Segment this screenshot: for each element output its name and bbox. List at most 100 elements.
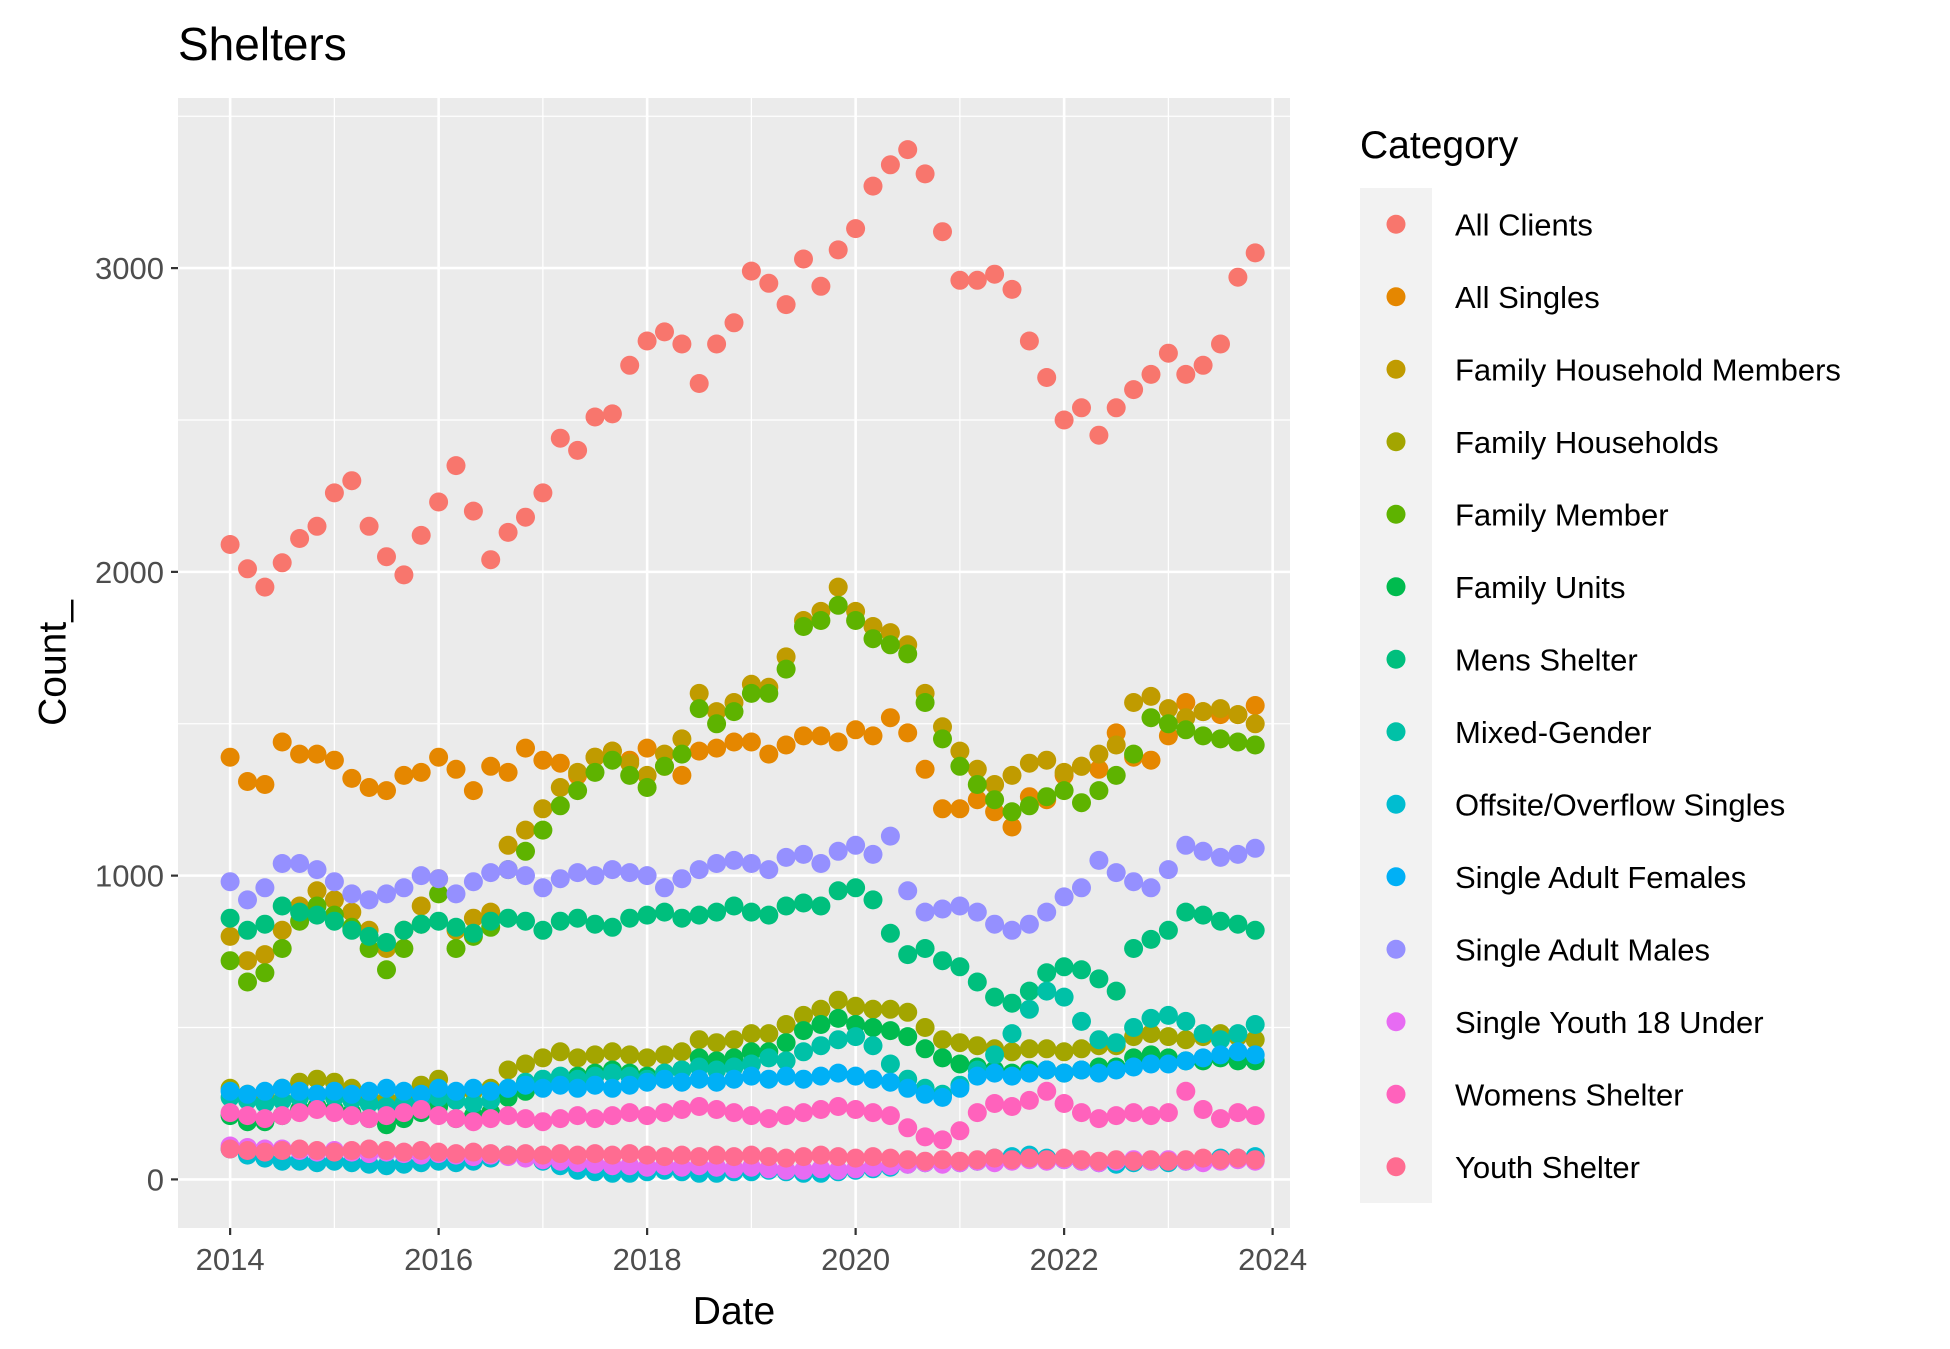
- data-point: [1211, 334, 1230, 354]
- data-point: [533, 483, 553, 503]
- data-point: [828, 1063, 848, 1083]
- data-point: [377, 547, 396, 567]
- data-point: [655, 878, 674, 898]
- data-point: [533, 1112, 553, 1132]
- data-point: [255, 1081, 275, 1101]
- data-point: [1002, 1024, 1022, 1044]
- data-point: [290, 1081, 310, 1101]
- data-point: [950, 1121, 970, 1141]
- data-point: [707, 334, 727, 354]
- data-point: [1002, 1042, 1022, 1062]
- data-point: [1019, 1148, 1039, 1168]
- data-point: [828, 881, 848, 901]
- data-point: [342, 920, 362, 940]
- data-point: [898, 140, 918, 160]
- data-point: [811, 1066, 831, 1086]
- data-point: [533, 1048, 553, 1068]
- data-point: [516, 841, 535, 861]
- data-point: [585, 1109, 605, 1129]
- data-point: [342, 768, 362, 788]
- data-point: [533, 820, 553, 840]
- data-point: [585, 1144, 605, 1164]
- data-point: [446, 1109, 466, 1129]
- data-point: [324, 1103, 344, 1123]
- data-point: [707, 1072, 727, 1092]
- data-point: [1245, 920, 1265, 940]
- data-point: [776, 1051, 796, 1071]
- data-point: [324, 1142, 344, 1162]
- data-point: [568, 781, 588, 801]
- data-point: [724, 850, 744, 870]
- data-point: [1054, 1042, 1074, 1062]
- data-point: [498, 1145, 518, 1165]
- data-point: [272, 1106, 292, 1126]
- data-point: [1089, 425, 1109, 445]
- data-point: [1124, 1018, 1144, 1037]
- legend-key: [1386, 432, 1406, 452]
- data-point: [568, 440, 588, 460]
- data-point: [880, 1054, 900, 1074]
- data-point: [620, 863, 640, 883]
- data-point: [915, 1127, 935, 1147]
- legend-key: [1386, 359, 1406, 379]
- series-family-households: [220, 990, 1265, 1110]
- data-point: [1124, 380, 1144, 400]
- data-point: [967, 1103, 987, 1123]
- data-point: [846, 1066, 866, 1086]
- data-point: [498, 1078, 518, 1098]
- x-tick-label: 2022: [1030, 1242, 1099, 1277]
- data-point: [1072, 1103, 1091, 1123]
- data-point: [672, 729, 692, 749]
- data-point: [1054, 410, 1074, 430]
- data-point: [1228, 844, 1248, 864]
- chart-title: Shelters: [178, 18, 347, 70]
- data-point: [724, 896, 744, 916]
- data-point: [759, 744, 779, 764]
- data-point: [516, 911, 535, 931]
- legend-label: Single Adult Females: [1455, 860, 1746, 895]
- data-point: [307, 744, 327, 764]
- series-mens-shelter: [220, 878, 1265, 1013]
- data-point: [359, 516, 379, 536]
- data-point: [985, 1063, 1005, 1083]
- data-point: [1245, 1045, 1265, 1065]
- data-point: [759, 1109, 779, 1129]
- data-point: [342, 902, 362, 922]
- data-point: [516, 1144, 535, 1164]
- data-point: [759, 1048, 779, 1068]
- data-point: [602, 1042, 622, 1062]
- data-point: [1054, 781, 1074, 801]
- legend-key: [1386, 939, 1406, 959]
- data-point: [411, 896, 431, 916]
- series-single-adult-males: [220, 826, 1265, 940]
- data-point: [811, 854, 831, 873]
- legend-label: Single Youth 18 Under: [1455, 1005, 1764, 1040]
- data-point: [828, 1008, 848, 1028]
- data-point: [741, 902, 761, 922]
- data-point: [828, 841, 848, 861]
- data-point: [1211, 911, 1230, 931]
- data-point: [863, 999, 883, 1019]
- data-point: [1002, 920, 1022, 940]
- data-point: [446, 1144, 466, 1164]
- data-point: [915, 939, 935, 958]
- data-point: [1019, 331, 1039, 351]
- data-point: [255, 963, 275, 983]
- data-point: [463, 1078, 483, 1098]
- data-point: [1228, 1103, 1248, 1123]
- data-point: [620, 908, 640, 928]
- data-point: [759, 1069, 779, 1089]
- data-point: [1106, 863, 1126, 883]
- data-point: [724, 1147, 744, 1167]
- data-point: [272, 920, 292, 940]
- data-point: [1245, 714, 1265, 734]
- data-point: [602, 917, 622, 937]
- data-point: [516, 1054, 535, 1074]
- data-point: [1124, 872, 1144, 892]
- data-point: [933, 899, 952, 919]
- legend-label: Family Households: [1455, 425, 1719, 460]
- data-point: [933, 222, 952, 242]
- data-point: [220, 1103, 240, 1123]
- data-point: [272, 1141, 292, 1160]
- data-point: [741, 683, 761, 703]
